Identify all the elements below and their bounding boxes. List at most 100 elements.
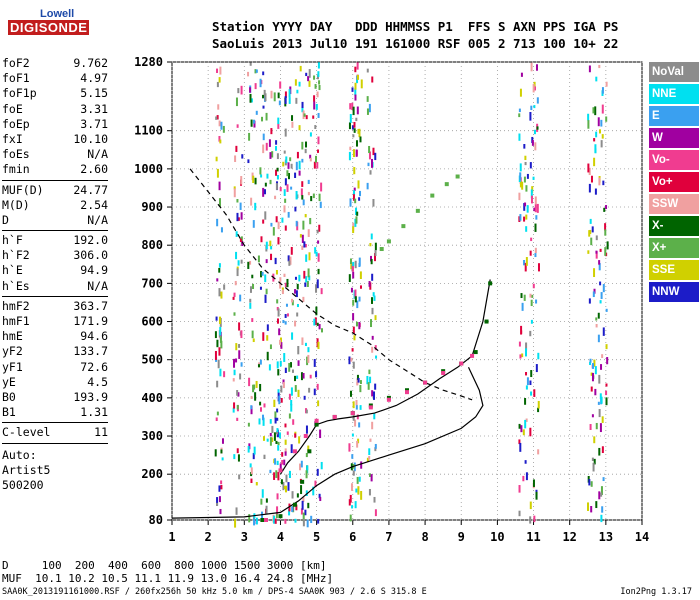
noise-point <box>294 518 297 523</box>
noise-point <box>218 263 221 268</box>
param-name: h`Es <box>2 278 30 293</box>
noise-point <box>350 483 353 491</box>
noise-point <box>237 260 240 266</box>
noise-point <box>523 294 526 301</box>
noise-point <box>524 161 527 166</box>
noise-point <box>605 397 608 406</box>
noise-point <box>357 180 360 189</box>
noise-point <box>295 191 298 200</box>
noise-point <box>598 491 601 500</box>
noise-point <box>270 253 273 261</box>
series-point-x <box>415 208 420 213</box>
noise-point <box>277 369 280 376</box>
noise-point <box>252 119 255 124</box>
noise-point <box>290 444 293 454</box>
param-name: hmF2 <box>2 298 30 313</box>
noise-point <box>302 497 305 502</box>
param-row: fxI 10.10 <box>2 132 108 147</box>
noise-point <box>521 181 524 190</box>
noise-point <box>232 296 235 300</box>
noise-point <box>358 128 361 138</box>
noise-point <box>351 505 354 509</box>
noise-point <box>316 383 319 390</box>
noise-point <box>372 147 375 156</box>
noise-point <box>317 341 320 350</box>
noise-point <box>534 223 537 232</box>
noise-point <box>283 459 286 466</box>
noise-point <box>295 504 298 511</box>
noise-point <box>278 432 281 439</box>
noise-point <box>594 388 597 396</box>
noise-point <box>288 89 291 98</box>
noise-point <box>352 226 355 234</box>
noise-point <box>277 445 280 451</box>
noise-point <box>250 478 253 484</box>
noise-point <box>279 277 282 282</box>
noise-point <box>240 176 243 185</box>
noise-point <box>595 323 598 328</box>
noise-point <box>351 102 354 111</box>
noise-point <box>266 351 269 361</box>
noise-point <box>223 284 226 290</box>
noise-point <box>214 350 217 360</box>
noise-point <box>601 354 604 358</box>
noise-point <box>316 91 319 98</box>
noise-point <box>591 363 594 369</box>
noise-point <box>367 162 370 167</box>
noise-point <box>253 446 256 455</box>
noise-point <box>320 288 323 295</box>
noise-point <box>595 131 598 138</box>
noise-point <box>276 431 279 435</box>
noise-point <box>288 470 291 479</box>
noise-point <box>587 113 590 121</box>
noise-point <box>249 87 252 93</box>
noise-point <box>236 268 239 277</box>
noise-point <box>520 293 523 299</box>
param-name: h`F <box>2 233 23 248</box>
noise-point <box>532 283 535 289</box>
noise-point <box>370 319 373 328</box>
noise-point <box>535 364 538 373</box>
param-name: foF1p <box>2 86 37 101</box>
noise-point <box>306 519 309 528</box>
y-tick-label: 700 <box>141 276 163 290</box>
noise-point <box>234 518 237 528</box>
series-point-x <box>473 350 478 355</box>
noise-point <box>220 227 223 233</box>
noise-point <box>235 251 238 260</box>
noise-point <box>218 135 221 142</box>
param-value: 24.77 <box>73 182 108 197</box>
noise-point <box>591 414 594 418</box>
noise-point <box>216 502 219 506</box>
noise-point <box>521 353 524 358</box>
param-row: h`E 94.9 <box>2 263 108 278</box>
noise-point <box>265 259 268 264</box>
param-row: yF1 72.6 <box>2 360 108 375</box>
noise-point <box>284 282 287 288</box>
noise-point <box>249 93 252 103</box>
noise-point <box>272 227 275 236</box>
noise-point <box>602 180 605 186</box>
noise-point <box>601 446 604 454</box>
noise-point <box>312 193 315 199</box>
noise-point <box>316 279 319 289</box>
noise-point <box>233 312 236 316</box>
noise-point <box>533 86 536 91</box>
noise-point <box>604 229 607 236</box>
series-point-vo <box>314 418 319 423</box>
noise-point <box>270 128 273 135</box>
noise-point <box>299 65 302 72</box>
noise-point <box>219 368 222 377</box>
noise-point <box>356 414 359 420</box>
noise-point <box>357 128 360 134</box>
noise-point <box>535 491 538 500</box>
noise-point <box>605 390 608 396</box>
noise-point <box>352 299 355 306</box>
noise-point <box>373 295 376 301</box>
noise-point <box>236 404 239 410</box>
noise-point <box>374 315 377 321</box>
noise-point <box>274 417 277 424</box>
noise-point <box>594 188 597 195</box>
noise-point <box>294 431 297 435</box>
noise-point <box>287 255 290 262</box>
